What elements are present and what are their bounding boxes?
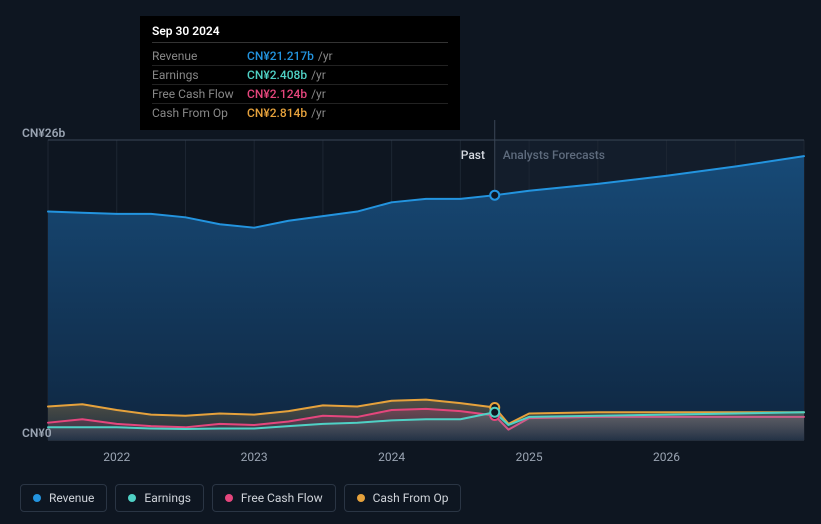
tooltip-unit: /yr <box>311 68 326 82</box>
data-tooltip: Sep 30 2024 RevenueCN¥21.217b/yrEarnings… <box>140 16 460 130</box>
tooltip-value: CN¥2.124b <box>247 87 307 101</box>
financial-chart: CN¥26b CN¥0 Past Analysts Forecasts 2022… <box>0 0 821 524</box>
tooltip-label: Cash From Op <box>152 106 247 120</box>
x-tick: 2024 <box>378 450 405 464</box>
tooltip-unit: /yr <box>311 106 326 120</box>
legend-dot-icon <box>128 494 136 502</box>
tooltip-label: Revenue <box>152 49 247 63</box>
forecast-section-label: Analysts Forecasts <box>503 148 605 162</box>
tooltip-row: Cash From OpCN¥2.814b/yr <box>152 104 448 122</box>
legend-label: Earnings <box>144 491 191 505</box>
tooltip-date: Sep 30 2024 <box>152 24 448 43</box>
tooltip-label: Earnings <box>152 68 247 82</box>
legend-dot-icon <box>33 494 41 502</box>
x-tick: 2026 <box>653 450 680 464</box>
tooltip-row: Free Cash FlowCN¥2.124b/yr <box>152 85 448 104</box>
legend-dot-icon <box>357 494 365 502</box>
chart-legend: Revenue Earnings Free Cash Flow Cash From O… <box>20 484 461 512</box>
x-tick: 2022 <box>103 450 130 464</box>
x-tick: 2023 <box>241 450 268 464</box>
past-section-label: Past <box>461 148 485 162</box>
x-tick: 2025 <box>516 450 543 464</box>
tooltip-value: CN¥2.408b <box>247 68 307 82</box>
legend-item[interactable]: Earnings <box>115 484 204 512</box>
tooltip-value: CN¥2.814b <box>247 106 307 120</box>
legend-label: Revenue <box>49 491 94 505</box>
tooltip-unit: /yr <box>318 49 333 63</box>
y-axis-min-label: CN¥0 <box>22 426 52 440</box>
tooltip-row: EarningsCN¥2.408b/yr <box>152 66 448 85</box>
legend-item[interactable]: Revenue <box>20 484 107 512</box>
tooltip-unit: /yr <box>311 87 326 101</box>
tooltip-row: RevenueCN¥21.217b/yr <box>152 47 448 66</box>
legend-dot-icon <box>225 494 233 502</box>
tooltip-label: Free Cash Flow <box>152 87 247 101</box>
y-axis-max-label: CN¥26b <box>22 126 65 140</box>
legend-item[interactable]: Free Cash Flow <box>212 484 336 512</box>
legend-label: Free Cash Flow <box>241 491 323 505</box>
legend-item[interactable]: Cash From Op <box>344 484 462 512</box>
legend-label: Cash From Op <box>373 491 449 505</box>
tooltip-value: CN¥21.217b <box>247 49 314 63</box>
